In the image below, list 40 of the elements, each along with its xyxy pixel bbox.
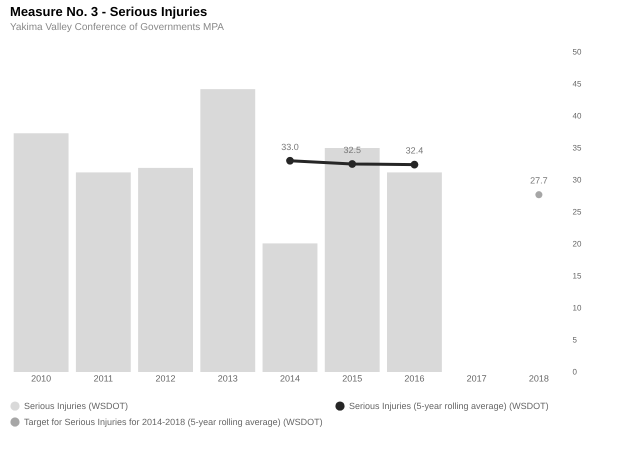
- y-tick-label: 25: [572, 208, 582, 216]
- data-label: 32.5: [343, 145, 361, 155]
- x-tick-label: 2010: [31, 374, 52, 384]
- point: [286, 156, 294, 165]
- chart-subtitle: Yakima Valley Conference of Governments MPA: [10, 22, 224, 33]
- point: [535, 191, 542, 198]
- point: [410, 160, 418, 169]
- y-tick-label: 30: [572, 176, 582, 184]
- x-tick-label: 2015: [342, 374, 362, 384]
- y-tick-label: 35: [572, 144, 582, 152]
- chart-title: Measure No. 3 - Serious Injuries: [10, 4, 208, 19]
- bar: [262, 243, 318, 372]
- legend-label: Serious Injuries (WSDOT): [24, 401, 128, 412]
- data-label: 32.4: [406, 146, 424, 156]
- bar: [14, 133, 69, 372]
- y-tick-label: 40: [572, 112, 582, 120]
- y-tick-label: 50: [572, 48, 582, 56]
- x-tick-label: 2017: [466, 374, 487, 384]
- x-tick-label: 2013: [218, 374, 238, 384]
- bar: [324, 148, 380, 372]
- x-tick-label: 2016: [404, 374, 424, 384]
- legend-label: Serious Injuries (5-year rolling average) (WSDOT): [349, 401, 549, 412]
- y-tick-label: 10: [572, 304, 582, 312]
- bar: [200, 89, 256, 372]
- y-tick-label: 5: [572, 336, 578, 344]
- y-tick-label: 45: [572, 80, 582, 88]
- x-tick-label: 2012: [156, 374, 176, 384]
- y-tick-label: 15: [572, 272, 582, 280]
- bar: [76, 172, 131, 372]
- x-tick-label: 2011: [94, 374, 114, 384]
- y-tick-label: 20: [572, 240, 582, 248]
- bar: [387, 172, 442, 372]
- x-tick-label: 2018: [528, 374, 549, 384]
- point: [348, 160, 356, 168]
- bar: [138, 168, 193, 372]
- data-label: 27.7: [530, 176, 548, 186]
- legend-label: Target for Serious Injuries for 2014-2018 (5-year rolling average) (WSDOT): [24, 417, 323, 427]
- y-tick-label: 0: [572, 368, 578, 376]
- x-tick-label: 2014: [280, 374, 300, 384]
- data-label: 33.0: [281, 142, 299, 152]
